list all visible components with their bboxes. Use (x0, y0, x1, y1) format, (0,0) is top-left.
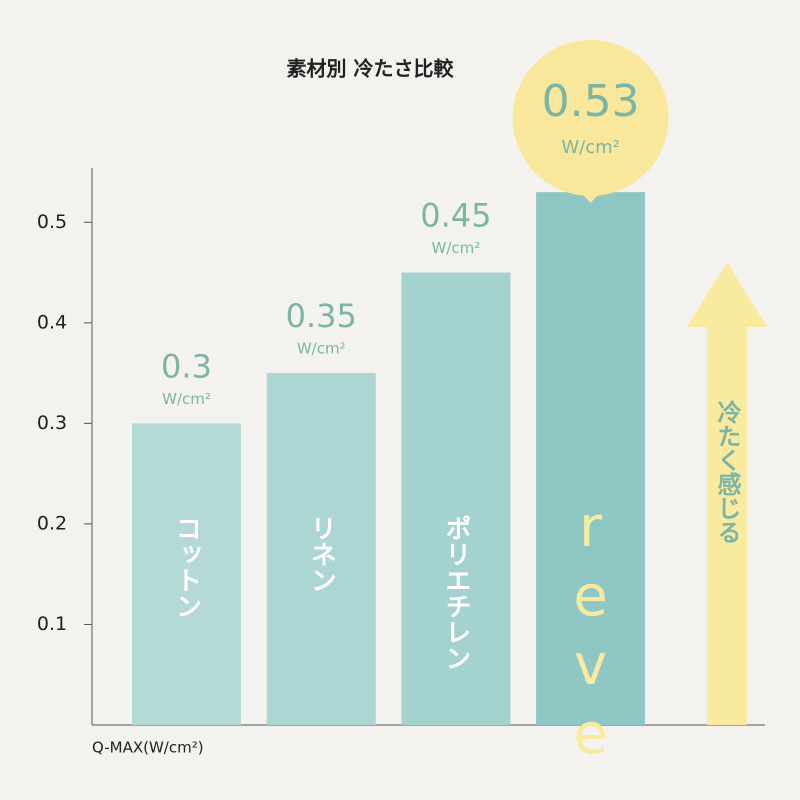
bar (401, 272, 511, 725)
highlight-pointer (578, 190, 603, 203)
bar (536, 192, 646, 726)
bar (266, 373, 376, 725)
chart-title: 素材別 冷たさ比較 (287, 57, 455, 81)
y-tick-label: 0.2 (37, 512, 67, 534)
y-tick-label: 0.4 (37, 311, 67, 333)
arrow-label: 冷たく感じる (713, 399, 741, 544)
category-label: コットン (172, 515, 202, 619)
y-tick-label: 0.3 (37, 412, 67, 434)
arrow-shaft (707, 325, 747, 725)
value-label: 0.35 (286, 297, 357, 335)
value-label: 0.53 (542, 76, 640, 127)
value-unit: W/cm² (561, 137, 620, 158)
value-unit: W/cm² (432, 239, 481, 257)
arrow-head (687, 262, 767, 327)
y-tick-label: 0.5 (37, 211, 67, 233)
value-unit: W/cm² (162, 390, 211, 408)
value-unit: W/cm² (297, 340, 346, 358)
highlight-bubble (512, 40, 669, 196)
category-label: ポリエチレン (441, 515, 471, 671)
y-tick-label: 0.1 (37, 613, 67, 635)
bar (132, 423, 241, 725)
y-axis-label: Q-MAX(W/cm²) (92, 739, 204, 757)
category-label: reve (558, 495, 623, 771)
category-label: リネン (306, 515, 336, 593)
value-label: 0.45 (420, 197, 491, 235)
value-label: 0.3 (161, 347, 212, 385)
